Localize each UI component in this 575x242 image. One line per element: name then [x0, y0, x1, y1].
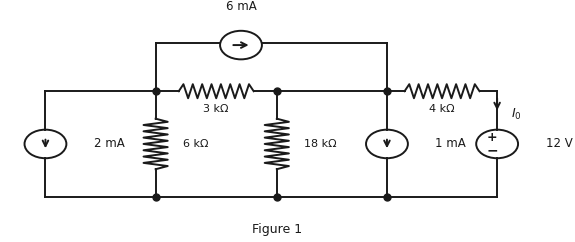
Text: 18 kΩ: 18 kΩ: [304, 139, 337, 149]
Text: −: −: [486, 143, 498, 157]
Text: 12 V: 12 V: [546, 137, 572, 151]
Text: $I_0$: $I_0$: [511, 107, 522, 122]
Text: 2 mA: 2 mA: [94, 137, 125, 151]
Text: 4 kΩ: 4 kΩ: [429, 104, 455, 114]
Text: 6 kΩ: 6 kΩ: [183, 139, 209, 149]
Text: 6 mA: 6 mA: [225, 0, 256, 13]
Text: +: +: [486, 131, 497, 144]
Text: Figure 1: Figure 1: [252, 223, 302, 236]
Text: 3 kΩ: 3 kΩ: [204, 104, 229, 114]
Text: 1 mA: 1 mA: [435, 137, 466, 151]
